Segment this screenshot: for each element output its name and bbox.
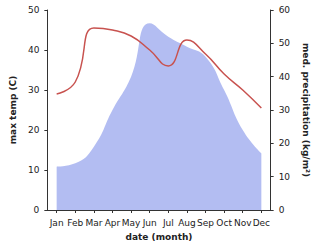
svg-text:20: 20 <box>279 138 291 148</box>
svg-text:0: 0 <box>279 205 285 215</box>
svg-text:10: 10 <box>28 165 40 175</box>
svg-text:30: 30 <box>28 85 40 95</box>
svg-text:Aug: Aug <box>178 218 196 228</box>
svg-text:date (month): date (month) <box>126 232 193 242</box>
svg-text:0: 0 <box>34 205 40 215</box>
svg-text:Jan: Jan <box>49 218 64 228</box>
svg-text:20: 20 <box>28 125 40 135</box>
svg-text:50: 50 <box>279 38 291 48</box>
svg-text:Dec: Dec <box>253 218 270 228</box>
svg-text:40: 40 <box>279 72 291 82</box>
svg-text:30: 30 <box>279 105 291 115</box>
svg-text:max temp (C): max temp (C) <box>8 76 18 145</box>
svg-text:Feb: Feb <box>67 218 83 228</box>
svg-text:Sep: Sep <box>197 218 214 228</box>
svg-text:Jun: Jun <box>142 218 157 228</box>
svg-text:Jul: Jul <box>162 218 174 228</box>
svg-text:Mar: Mar <box>85 218 102 228</box>
svg-text:Oct: Oct <box>216 218 232 228</box>
svg-text:10: 10 <box>279 172 291 182</box>
svg-text:50: 50 <box>28 5 40 15</box>
svg-text:40: 40 <box>28 45 40 55</box>
svg-text:med. precipitation (kg/m²): med. precipitation (kg/m²) <box>301 43 311 177</box>
svg-text:Nov: Nov <box>234 218 252 228</box>
svg-text:May: May <box>122 218 141 228</box>
svg-text:Apr: Apr <box>105 218 121 228</box>
svg-text:60: 60 <box>279 5 291 15</box>
